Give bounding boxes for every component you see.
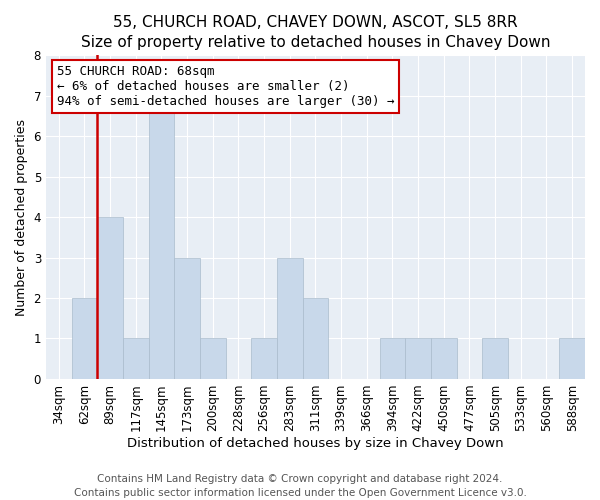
- Bar: [482, 338, 508, 379]
- X-axis label: Distribution of detached houses by size in Chavey Down: Distribution of detached houses by size …: [127, 437, 504, 450]
- Bar: [149, 96, 174, 379]
- Text: 55 CHURCH ROAD: 68sqm
← 6% of detached houses are smaller (2)
94% of semi-detach: 55 CHURCH ROAD: 68sqm ← 6% of detached h…: [56, 65, 394, 108]
- Bar: [123, 338, 149, 379]
- Bar: [431, 338, 457, 379]
- Bar: [71, 298, 97, 379]
- Bar: [559, 338, 585, 379]
- Bar: [406, 338, 431, 379]
- Y-axis label: Number of detached properties: Number of detached properties: [15, 118, 28, 316]
- Bar: [174, 258, 200, 379]
- Bar: [302, 298, 328, 379]
- Text: Contains HM Land Registry data © Crown copyright and database right 2024.
Contai: Contains HM Land Registry data © Crown c…: [74, 474, 526, 498]
- Bar: [97, 217, 123, 379]
- Title: 55, CHURCH ROAD, CHAVEY DOWN, ASCOT, SL5 8RR
Size of property relative to detach: 55, CHURCH ROAD, CHAVEY DOWN, ASCOT, SL5…: [81, 15, 550, 50]
- Bar: [200, 338, 226, 379]
- Bar: [277, 258, 302, 379]
- Bar: [251, 338, 277, 379]
- Bar: [380, 338, 406, 379]
